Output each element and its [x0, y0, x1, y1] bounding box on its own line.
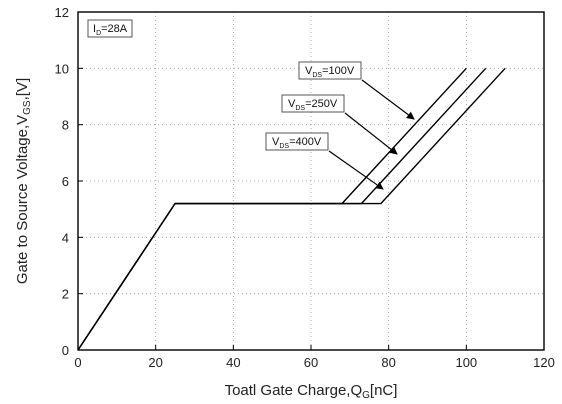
arrow-250v	[344, 112, 398, 155]
y-axis-label: Gate to Source Voltage,VGS,[V]	[14, 78, 33, 284]
label-text-250v: VDS=250V	[288, 98, 338, 112]
y-tick-label: 2	[62, 287, 69, 302]
x-axis-label: Toatl Gate Charge,QG[nC]	[225, 382, 398, 401]
series-label-250v: VDS=250V	[281, 94, 398, 155]
arrow-400v	[328, 150, 384, 190]
label-box-250v	[281, 94, 345, 113]
series-line-vds-400v	[77, 67, 506, 351]
label-text-100v: VDS=100V	[305, 65, 355, 79]
series-lines	[77, 67, 506, 351]
x-tick-label: 120	[533, 355, 555, 370]
x-tick-label: 60	[304, 355, 318, 370]
condition-label: ID=28A	[93, 23, 128, 37]
series-line-vds-100v	[77, 67, 467, 351]
condition-box	[87, 19, 133, 38]
series-label-100v: VDS=100V	[298, 61, 415, 120]
label-box-400v	[265, 132, 329, 151]
y-tick-label: 6	[62, 174, 69, 189]
x-tick-label: 80	[381, 355, 395, 370]
x-tick-label: 100	[455, 355, 477, 370]
axis-ticks: 0 20 40 60 80 100 120 0 2 4 6 8 10 12	[55, 5, 555, 370]
y-tick-label: 8	[62, 118, 69, 133]
y-tick-label: 10	[55, 61, 69, 76]
arrow-100v	[361, 79, 415, 120]
y-tick-label: 0	[62, 343, 69, 358]
x-tick-label: 40	[226, 355, 240, 370]
x-tick-label: 0	[74, 355, 81, 370]
label-box-100v	[298, 61, 362, 80]
series-label-400v: VDS=400V	[265, 132, 384, 190]
y-tick-label: 12	[55, 5, 69, 20]
y-tick-label: 4	[62, 230, 69, 245]
condition-annotation: ID=28A	[87, 19, 133, 38]
x-tick-label: 20	[148, 355, 162, 370]
label-text-400v: VDS=400V	[272, 136, 322, 150]
